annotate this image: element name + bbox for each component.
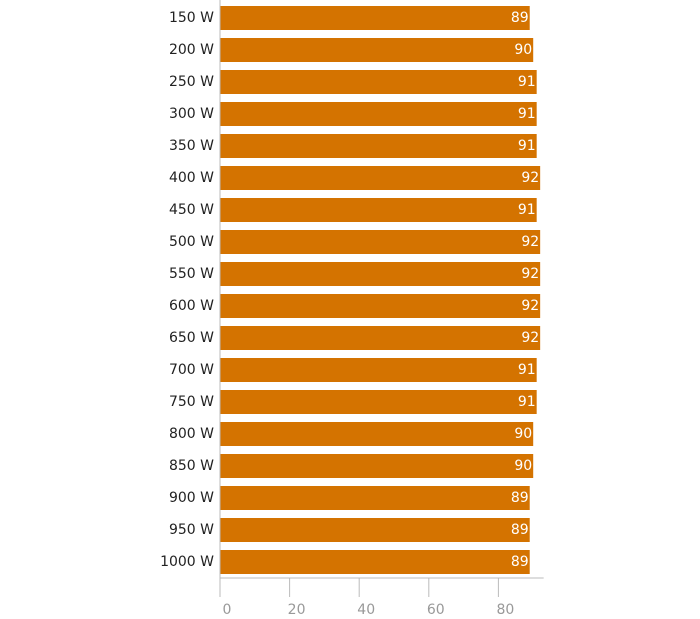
bar-800w [220, 422, 534, 446]
bar-550w [220, 262, 541, 286]
x-tick-label: 0 [223, 602, 232, 618]
x-axis: 0 20 40 60 80 [219, 0, 544, 618]
bar-150w [220, 6, 530, 30]
category-label: 300 W [169, 106, 214, 122]
bar-600w [220, 294, 541, 318]
value-label: 90 [514, 426, 532, 442]
x-tick-label: 40 [357, 602, 375, 618]
value-label: 91 [518, 74, 536, 90]
value-label: 92 [521, 330, 539, 346]
value-label: 91 [518, 106, 536, 122]
category-label: 900 W [169, 490, 214, 506]
value-label: 89 [511, 10, 529, 26]
bar-850w [220, 454, 534, 478]
bar-900w [220, 486, 530, 510]
x-tick-label: 80 [496, 602, 514, 618]
category-label: 400 W [169, 170, 214, 186]
value-label: 92 [521, 234, 539, 250]
bar-750w [220, 390, 537, 414]
bar-400w [220, 166, 541, 190]
value-label: 90 [514, 458, 532, 474]
category-label: 450 W [169, 202, 214, 218]
category-label: 800 W [169, 426, 214, 442]
category-label: 650 W [169, 330, 214, 346]
value-label: 90 [514, 42, 532, 58]
x-tick-label: 60 [427, 602, 445, 618]
value-label: 92 [521, 266, 539, 282]
category-label: 1000 W [160, 554, 214, 570]
value-label: 91 [518, 202, 536, 218]
category-label: 700 W [169, 362, 214, 378]
category-label: 250 W [169, 74, 214, 90]
category-label: 850 W [169, 458, 214, 474]
bar-200w [220, 38, 534, 62]
category-label: 150 W [169, 10, 214, 26]
bar-350w [220, 134, 537, 158]
bar-250w [220, 70, 537, 94]
value-label: 89 [511, 554, 529, 570]
category-labels: 150 W 200 W 250 W 300 W 350 W 400 W 450 W 500 W… [160, 10, 214, 570]
value-labels: 89 90 91 91 91 92 91 92 92 92 92 91 91 90 90 89 89 89 [511, 10, 539, 570]
x-tick-label: 20 [288, 602, 306, 618]
category-label: 550 W [169, 266, 214, 282]
value-label: 92 [521, 170, 539, 186]
bar-650w [220, 326, 541, 350]
bar-300w [220, 102, 537, 126]
bar-500w [220, 230, 541, 254]
value-label: 91 [518, 138, 536, 154]
bar-700w [220, 358, 537, 382]
value-label: 89 [511, 522, 529, 538]
category-label: 600 W [169, 298, 214, 314]
category-label: 350 W [169, 138, 214, 154]
bar-450w [220, 198, 537, 222]
bars-layer [220, 6, 541, 574]
category-label: 500 W [169, 234, 214, 250]
bar-950w [220, 518, 530, 542]
value-label: 89 [511, 490, 529, 506]
bar-1000w [220, 550, 530, 574]
value-label: 91 [518, 394, 536, 410]
category-label: 200 W [169, 42, 214, 58]
category-label: 750 W [169, 394, 214, 410]
category-label: 950 W [169, 522, 214, 538]
value-label: 92 [521, 298, 539, 314]
value-label: 91 [518, 362, 536, 378]
